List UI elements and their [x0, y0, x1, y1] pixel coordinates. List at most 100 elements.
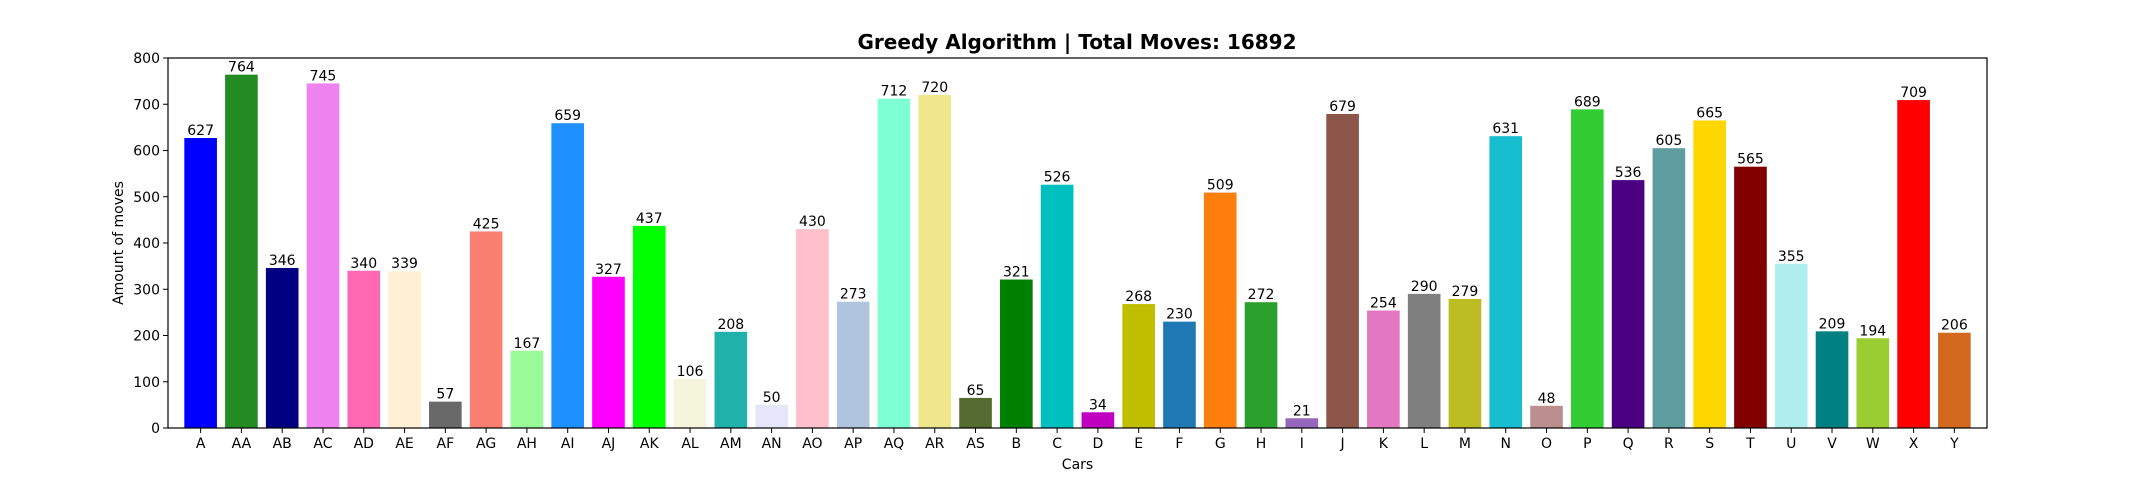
x-tick-label: H — [1256, 436, 1267, 452]
y-tick-label: 200 — [133, 329, 160, 345]
bar-ak — [632, 225, 666, 428]
bar-f — [1163, 321, 1196, 428]
bar-value-label: 208 — [717, 317, 744, 333]
bar-value-label: 712 — [881, 84, 908, 100]
x-tick-label: K — [1379, 436, 1389, 452]
y-tick-label: 400 — [133, 236, 160, 252]
bar-value-label: 290 — [1411, 279, 1438, 295]
x-tick-label: AC — [313, 436, 332, 452]
bar-aa — [225, 74, 258, 429]
x-tick-label: T — [1745, 436, 1755, 452]
x-tick-label: AQ — [884, 436, 904, 452]
bar-value-label: 526 — [1044, 170, 1071, 186]
bar-ad — [347, 270, 381, 428]
bar-value-label: 327 — [595, 262, 622, 278]
bar-t — [1734, 166, 1767, 428]
bar-value-label: 709 — [1900, 85, 1927, 101]
x-tick-label: AR — [925, 436, 945, 452]
bar-k — [1367, 310, 1400, 428]
x-tick-label: AG — [476, 436, 496, 452]
x-tick-label: AO — [802, 436, 822, 452]
y-tick-label: 100 — [133, 375, 160, 391]
bar-ar — [918, 95, 952, 428]
x-tick-label: W — [1866, 436, 1880, 452]
chart-title: Greedy Algorithm | Total Moves: 16892 — [858, 30, 1297, 54]
x-tick-label: J — [1340, 436, 1345, 452]
x-tick-label: O — [1541, 436, 1552, 452]
bar-value-label: 273 — [840, 287, 867, 303]
x-tick-label: S — [1705, 436, 1714, 452]
x-tick-label: G — [1215, 436, 1226, 452]
bar-ap — [836, 301, 870, 428]
bar-value-label: 230 — [1166, 307, 1193, 323]
bar-aq — [877, 98, 911, 428]
x-tick-label: C — [1052, 436, 1062, 452]
bar-value-label: 689 — [1574, 94, 1601, 110]
bar-value-label: 339 — [391, 256, 418, 272]
bar-value-label: 50 — [763, 390, 781, 406]
x-tick-label: U — [1786, 436, 1796, 452]
x-tick-label: I — [1300, 436, 1304, 452]
bar-s — [1693, 120, 1726, 428]
bar-ag — [469, 231, 503, 428]
x-tick-label: E — [1134, 436, 1143, 452]
bar-value-label: 745 — [310, 68, 337, 84]
x-tick-label: AM — [720, 436, 742, 452]
x-tick-label: M — [1459, 436, 1471, 452]
x-tick-label: AB — [273, 436, 292, 452]
x-tick-label: Q — [1623, 436, 1634, 452]
x-tick-label: AN — [762, 436, 782, 452]
x-tick-label: AS — [966, 436, 985, 452]
bar-value-label: 321 — [1003, 265, 1030, 281]
bar-ae — [388, 271, 421, 428]
bar-ah — [510, 350, 544, 428]
bar-value-label: 167 — [514, 336, 541, 352]
bar-value-label: 430 — [799, 214, 826, 230]
x-axis-ticks: A AA AB AC AD AE AF AG AH AI AJ AK AL AM AN AO AP AQ AR AS B… — [196, 428, 1959, 452]
x-tick-label: Y — [1949, 436, 1959, 452]
bar-value-label: 509 — [1207, 178, 1234, 194]
y-tick-label: 300 — [133, 282, 160, 298]
bar-j — [1326, 113, 1359, 429]
y-axis-ticks: 0 100 200 300 400 500 600 700 800 — [133, 51, 168, 437]
bar-value-label: 631 — [1492, 121, 1519, 137]
bar-aj — [592, 276, 625, 428]
bar-al — [673, 378, 707, 428]
bar-v — [1815, 331, 1849, 428]
x-tick-label: V — [1827, 436, 1837, 452]
bar-i — [1285, 418, 1319, 428]
x-tick-label: AD — [354, 436, 374, 452]
bar-ab — [265, 267, 299, 428]
bar-value-label: 34 — [1089, 397, 1107, 413]
bar-g — [1203, 192, 1237, 428]
bar-e — [1122, 304, 1155, 428]
bar-ai — [551, 123, 585, 429]
bar-value-label: 340 — [350, 256, 377, 272]
bar-c — [1040, 184, 1074, 428]
bar-r — [1652, 148, 1686, 428]
bar-b — [1000, 279, 1033, 428]
bar-value-label: 206 — [1941, 318, 1968, 334]
x-axis-label: Cars — [1062, 457, 1093, 473]
bar-p — [1570, 109, 1604, 429]
x-tick-label: X — [1909, 436, 1919, 452]
y-tick-label: 500 — [133, 190, 160, 206]
bar-value-label: 279 — [1452, 284, 1479, 300]
bar-value-label: 272 — [1248, 287, 1275, 303]
bar-n — [1489, 136, 1523, 428]
bar-an — [755, 404, 788, 428]
bar-value-label: 627 — [187, 123, 214, 139]
bar-value-label: 437 — [636, 211, 663, 227]
bar-value-label: 194 — [1859, 323, 1886, 339]
x-tick-label: R — [1664, 436, 1674, 452]
bar-q — [1611, 180, 1645, 428]
bar-h — [1244, 302, 1278, 428]
bar-value-label: 679 — [1329, 99, 1356, 115]
bars-group — [184, 74, 1971, 429]
x-tick-label: AI — [561, 436, 575, 452]
bar-value-label: 48 — [1538, 391, 1556, 407]
x-tick-label: L — [1420, 436, 1428, 452]
bar-m — [1448, 298, 1482, 428]
x-tick-label: P — [1583, 436, 1591, 452]
